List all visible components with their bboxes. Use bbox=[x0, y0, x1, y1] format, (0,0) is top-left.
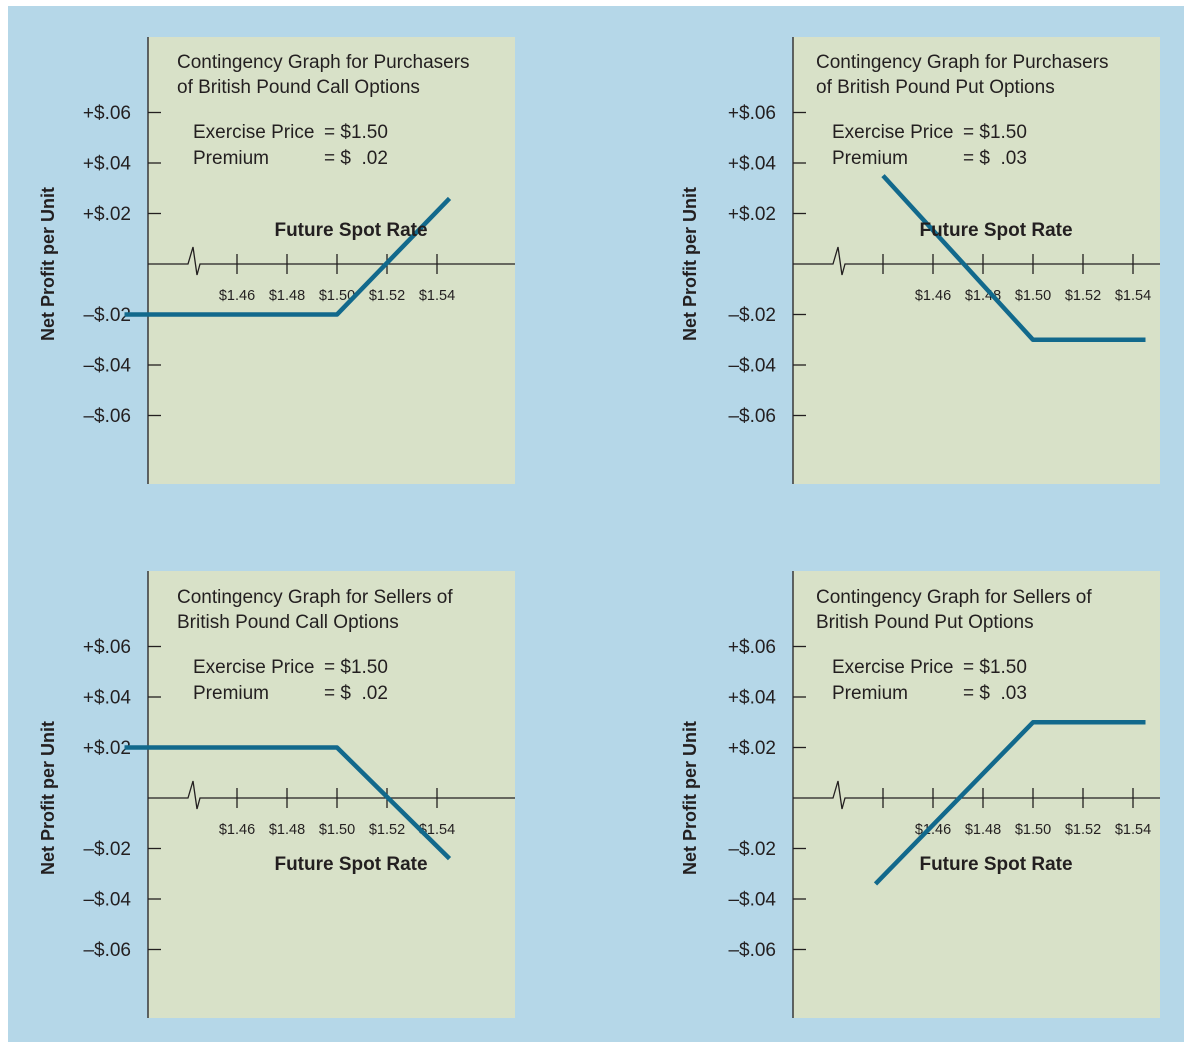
y-tick-label: –$.06 bbox=[728, 406, 776, 427]
x-tick-label: $1.52 bbox=[369, 288, 405, 304]
chart-title: of British Pound Call Options bbox=[177, 77, 420, 98]
plot-area bbox=[793, 571, 1160, 1018]
y-tick-label: +$.02 bbox=[83, 204, 131, 225]
y-tick-label: +$.02 bbox=[728, 738, 776, 759]
x-tick-label: $1.50 bbox=[1015, 288, 1051, 304]
y-tick-label: +$.06 bbox=[728, 103, 776, 124]
x-axis-line bbox=[148, 246, 515, 276]
x-axis-line bbox=[793, 780, 1160, 810]
info-value: = $1.50 bbox=[324, 657, 388, 678]
info-label: Premium bbox=[832, 683, 908, 704]
x-axis-label: Future Spot Rate bbox=[919, 220, 1072, 241]
chart-title: Contingency Graph for Sellers of bbox=[816, 587, 1092, 608]
y-tick-label: –$.02 bbox=[728, 305, 776, 326]
y-tick-label: +$.04 bbox=[728, 688, 777, 709]
chart-title: British Pound Put Options bbox=[816, 612, 1034, 633]
y-tick-label: +$.04 bbox=[728, 154, 777, 175]
chart-panel-4: +$.06+$.04+$.02–$.02–$.04–$.06$1.46 $1.48… bbox=[680, 571, 1160, 1018]
y-tick-label: +$.04 bbox=[83, 688, 132, 709]
x-tick-label: $1.52 bbox=[1065, 822, 1101, 838]
profit-line bbox=[124, 745, 452, 861]
y-tick-label: –$.04 bbox=[728, 890, 776, 911]
info-label: Exercise Price bbox=[832, 657, 953, 678]
x-tick-label: $1.46 bbox=[219, 822, 255, 838]
x-tick-label: $1.54 bbox=[1115, 288, 1151, 304]
info-value: = $1.50 bbox=[963, 657, 1027, 678]
x-axis-line bbox=[148, 780, 515, 810]
y-axis-label: Net Profit per Unit bbox=[680, 721, 700, 875]
info-label: Premium bbox=[193, 683, 269, 704]
y-tick-label: +$.06 bbox=[83, 103, 131, 124]
y-tick-label: –$.04 bbox=[83, 356, 131, 377]
info-value: = $1.50 bbox=[324, 122, 388, 143]
plot-area bbox=[793, 37, 1160, 484]
y-tick-label: –$.02 bbox=[83, 839, 131, 860]
chart-panel-2: +$.06+$.04+$.02–$.02–$.04–$.06$1.46 $1.48… bbox=[680, 37, 1160, 484]
x-axis-label: Future Spot Rate bbox=[274, 854, 427, 875]
chart-title: British Pound Call Options bbox=[177, 612, 399, 633]
x-tick-label: $1.52 bbox=[1065, 288, 1101, 304]
x-tick-label: $1.50 bbox=[319, 288, 355, 304]
chart-title: Contingency Graph for Purchasers bbox=[177, 52, 470, 73]
y-axis-label: Net Profit per Unit bbox=[38, 721, 58, 875]
info-label: Exercise Price bbox=[832, 122, 953, 143]
y-axis-label: Net Profit per Unit bbox=[680, 187, 700, 341]
info-value: = $ .02 bbox=[324, 683, 388, 704]
x-axis-label: Future Spot Rate bbox=[919, 854, 1072, 875]
y-tick-label: –$.04 bbox=[83, 890, 131, 911]
info-value: = $ .03 bbox=[963, 148, 1027, 169]
y-tick-label: +$.04 bbox=[83, 154, 132, 175]
plot-area bbox=[148, 571, 515, 1018]
info-value: = $ .02 bbox=[324, 148, 388, 169]
x-tick-label: $1.50 bbox=[1015, 822, 1051, 838]
profit-line bbox=[873, 720, 1146, 886]
x-tick-label: $1.54 bbox=[419, 288, 455, 304]
info-label: Exercise Price bbox=[193, 657, 314, 678]
chart-title: of British Pound Put Options bbox=[816, 77, 1055, 98]
info-value: = $ .03 bbox=[963, 683, 1027, 704]
x-tick-label: $1.50 bbox=[319, 822, 355, 838]
x-tick-label: $1.48 bbox=[269, 288, 305, 304]
x-tick-label: $1.48 bbox=[965, 822, 1001, 838]
y-tick-label: –$.06 bbox=[83, 940, 131, 961]
profit-line bbox=[124, 196, 452, 317]
y-axis-label: Net Profit per Unit bbox=[38, 187, 58, 341]
chart-panel-3: +$.06 +$.04 +$.02 –$.02 –$.04 –$.06 $1.46 $1.48… bbox=[38, 571, 515, 1018]
info-label: Premium bbox=[832, 148, 908, 169]
chart-panel-1: +$.06 +$.04 +$.02 –$.02 –$.04 –$.06 $1.46 $1.48… bbox=[38, 37, 515, 484]
y-tick-label: +$.02 bbox=[83, 738, 131, 759]
x-tick-label: $1.52 bbox=[369, 822, 405, 838]
x-axis-line bbox=[793, 246, 1160, 276]
info-label: Exercise Price bbox=[193, 122, 314, 143]
y-tick-label: –$.02 bbox=[728, 839, 776, 860]
info-value: = $1.50 bbox=[963, 122, 1027, 143]
chart-title: Contingency Graph for Purchasers bbox=[816, 52, 1109, 73]
x-tick-label: $1.48 bbox=[269, 822, 305, 838]
chart-title: Contingency Graph for Sellers of bbox=[177, 587, 453, 608]
profit-line bbox=[881, 174, 1146, 343]
x-tick-label: $1.46 bbox=[915, 288, 951, 304]
x-tick-label: $1.54 bbox=[419, 822, 455, 838]
y-tick-label: +$.06 bbox=[83, 637, 131, 658]
x-axis-label: Future Spot Rate bbox=[274, 220, 427, 241]
x-tick-label: $1.46 bbox=[219, 288, 255, 304]
info-label: Premium bbox=[193, 148, 269, 169]
y-tick-label: –$.04 bbox=[728, 356, 776, 377]
x-tick-label: $1.54 bbox=[1115, 822, 1151, 838]
y-tick-label: –$.02 bbox=[83, 305, 131, 326]
y-tick-label: +$.02 bbox=[728, 204, 776, 225]
y-tick-label: –$.06 bbox=[83, 406, 131, 427]
plot-area bbox=[148, 37, 515, 484]
y-tick-label: +$.06 bbox=[728, 637, 776, 658]
y-tick-label: –$.06 bbox=[728, 940, 776, 961]
